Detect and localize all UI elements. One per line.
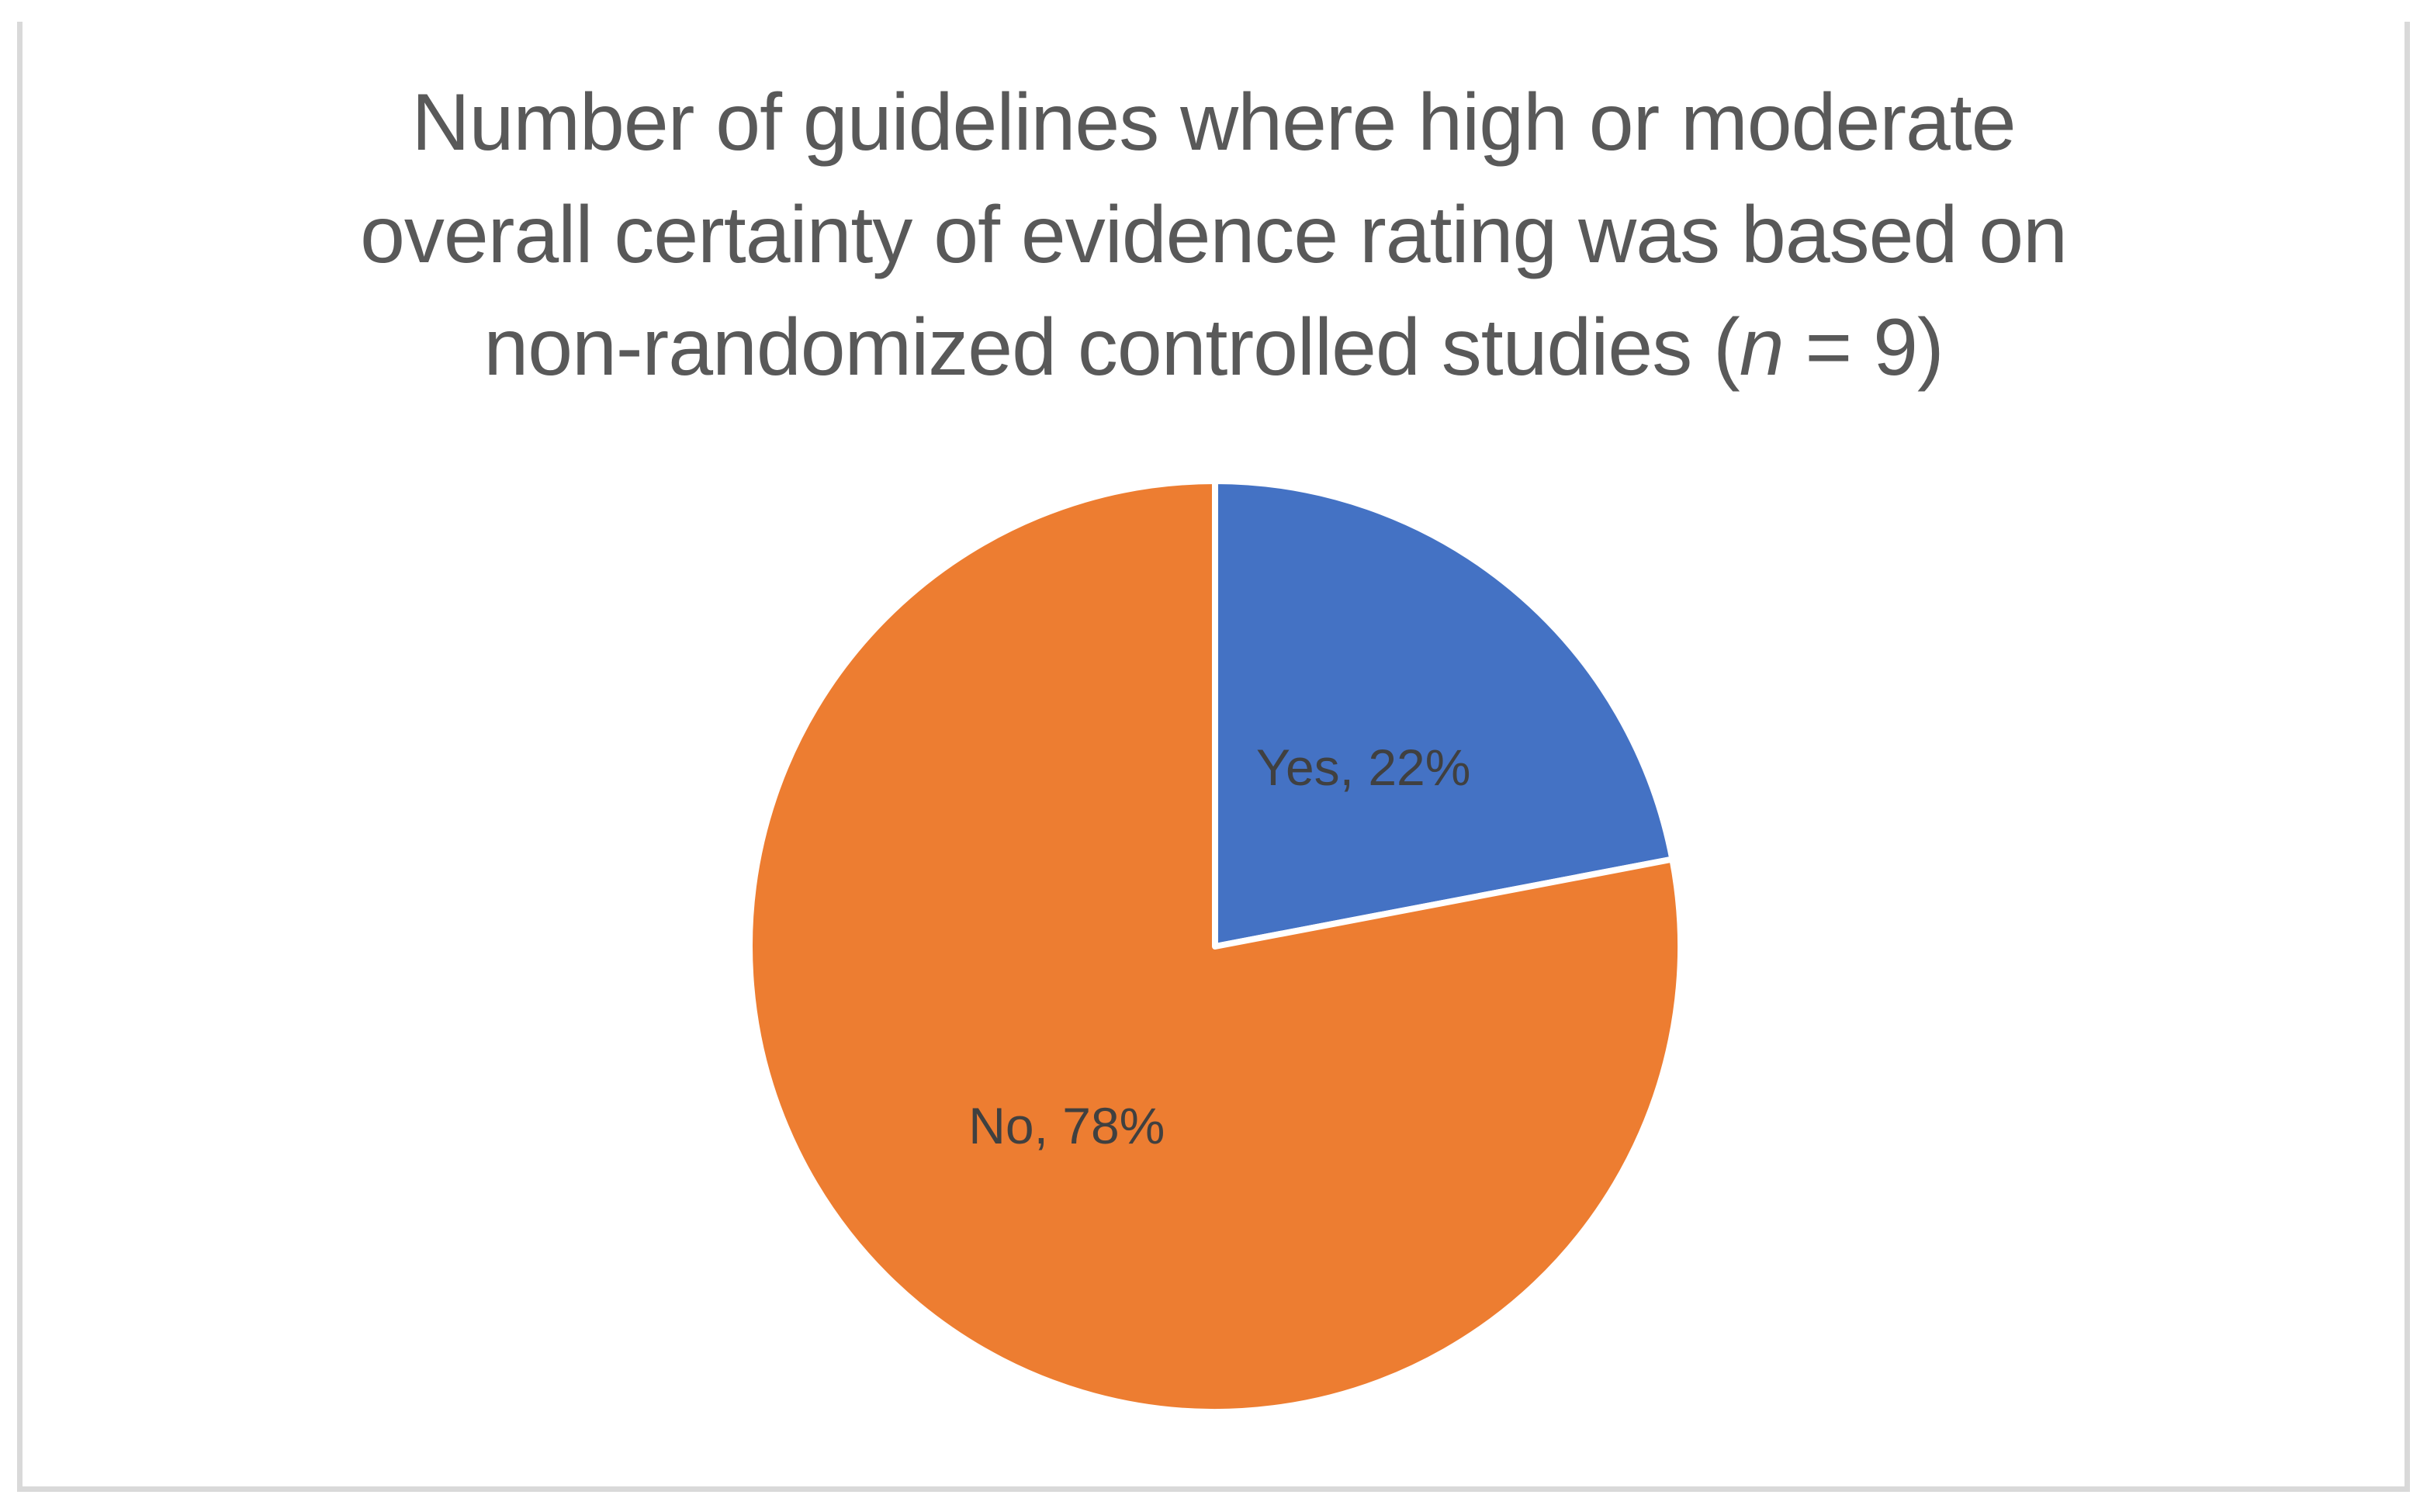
- chart-title-line3: non-randomized controlled studies (n = 9…: [0, 292, 2427, 404]
- pie-slice-no: [746, 478, 1684, 1415]
- pie-chart: Yes, 22% No, 78%: [711, 442, 1719, 1451]
- pie-svg: [746, 478, 1684, 1415]
- chart-title-line2: overall certainty of evidence rating was…: [360, 190, 2068, 280]
- chart-title-line3-post: = 9): [1783, 303, 1944, 393]
- chart-title-line3-pre: non-randomized controlled studies (: [483, 303, 1740, 393]
- chart-title-line1: Number of guidelines where high or moder…: [411, 78, 2016, 168]
- pie-slice-label-yes: Yes, 22%: [1255, 738, 1471, 796]
- pie-slice-label-no: No, 78%: [968, 1097, 1165, 1155]
- pie-slice-yes: [1212, 478, 1676, 950]
- chart-title: Number of guidelines where high or moder…: [0, 67, 2427, 404]
- chart-title-n-italic: n: [1739, 303, 1785, 393]
